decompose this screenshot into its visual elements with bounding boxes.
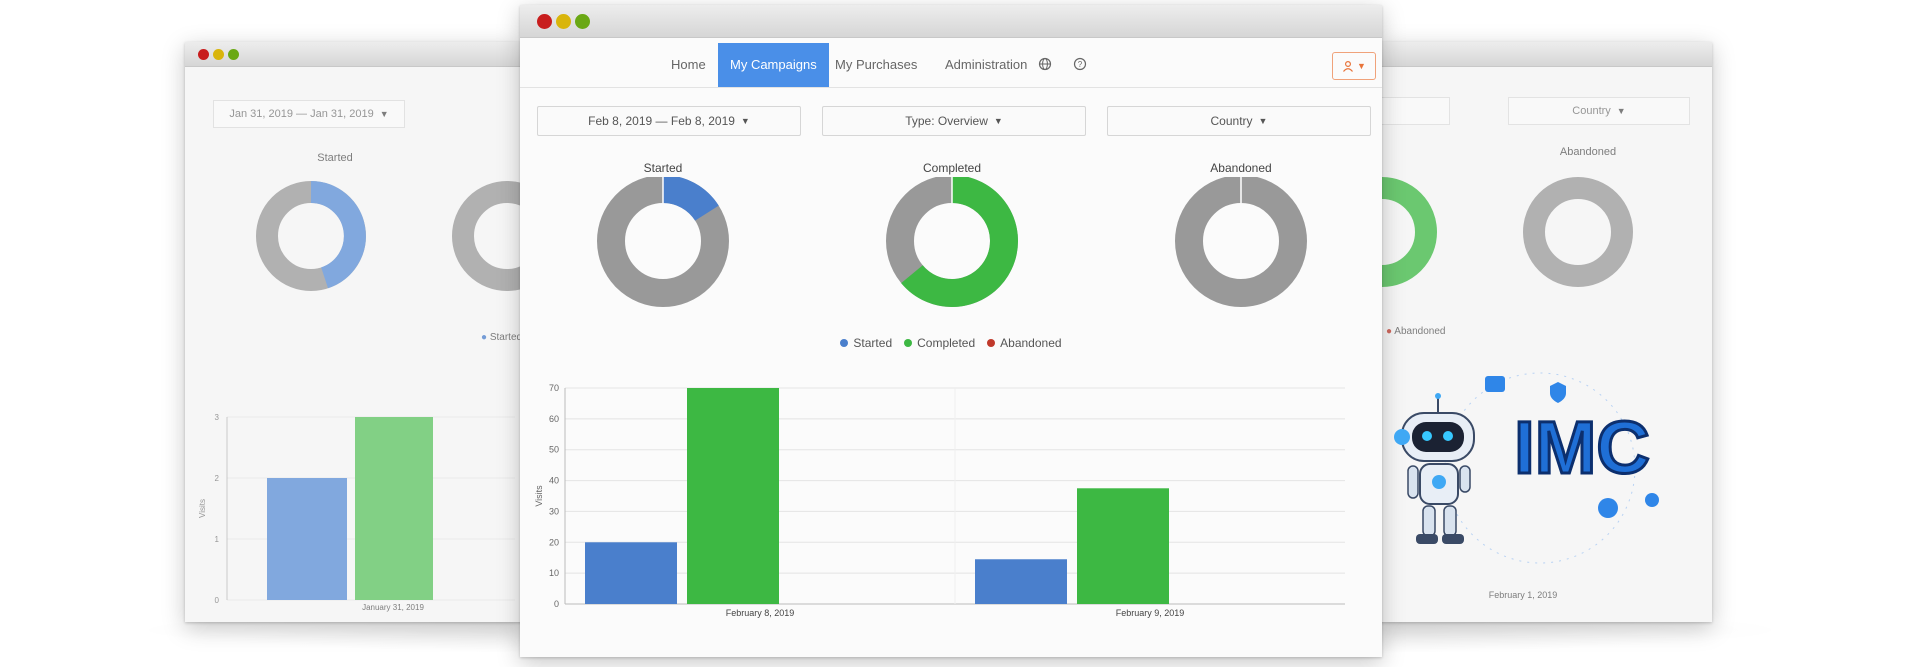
caret-down-icon: ▼ — [1258, 116, 1268, 126]
y-tick-label: 0 — [215, 596, 220, 605]
legend-item-started: ● Started — [481, 332, 523, 343]
donut-title-completed: Completed — [922, 161, 982, 175]
date-dropdown-edge[interactable] — [1378, 97, 1450, 125]
legend-dot — [904, 339, 913, 347]
donut-completed — [886, 177, 1018, 307]
shield-icon — [1550, 382, 1566, 403]
background-window-left: Jan 31, 2019 — Jan 31, 2019 ▼ Started ● S… — [185, 42, 523, 622]
caret-down-icon: ▼ — [379, 109, 389, 119]
y-axis-label: Visits — [534, 485, 544, 507]
y-tick-label: 3 — [215, 413, 220, 422]
legend-item-completed[interactable]: Completed — [904, 336, 975, 350]
y-tick-label: 50 — [549, 445, 559, 455]
globe-icon[interactable] — [1038, 57, 1052, 71]
bar-completed[interactable] — [687, 388, 779, 604]
imc-robot-logo: IMC — [1394, 372, 1659, 564]
caret-down-icon: ▼ — [1357, 61, 1366, 71]
nav-administration[interactable]: Administration — [945, 57, 1028, 72]
caret-down-icon: ▼ — [740, 116, 750, 126]
donut-title-abandoned: Abandoned — [1210, 161, 1272, 175]
x-tick-label: February 8, 2019 — [726, 608, 795, 618]
bar-started[interactable] — [267, 478, 347, 600]
nav-home[interactable]: Home — [671, 57, 706, 72]
visits-bar-chart: 0 10 20 30 40 50 60 70 Visits February 8, 2019 Feb… — [534, 383, 1345, 618]
x-tick-label: January 31, 2019 — [362, 603, 424, 612]
close-dot-icon[interactable] — [537, 14, 552, 29]
window-titlebar — [185, 42, 523, 67]
y-axis-label: Visits — [198, 499, 207, 518]
logo-text: IMC — [1514, 406, 1650, 489]
nav-my-campaigns[interactable]: My Campaigns — [718, 43, 829, 87]
nav-my-purchases[interactable]: My Purchases — [835, 57, 918, 72]
y-tick-label: 40 — [549, 476, 559, 486]
y-tick-label: 1 — [215, 535, 220, 544]
checkmark-icon — [1645, 493, 1659, 507]
user-icon — [1343, 60, 1353, 72]
user-menu-button[interactable]: ▼ — [1332, 52, 1376, 80]
chart-badge-icon — [1598, 498, 1618, 518]
abandoned-donut — [1378, 177, 1633, 287]
country-dropdown[interactable]: Country ▼ — [1508, 97, 1690, 125]
donut-title: Abandoned — [1559, 146, 1617, 158]
y-tick-label: 20 — [549, 537, 559, 547]
chart-legend: Started Completed Abandoned — [520, 336, 1382, 350]
date-range-dropdown[interactable]: Jan 31, 2019 — Jan 31, 2019 ▼ — [213, 100, 405, 128]
donut-charts — [597, 177, 1307, 307]
donut-title-started: Started — [643, 161, 683, 175]
donut-slice-completed[interactable] — [901, 177, 1018, 307]
maximize-dot-icon — [228, 49, 239, 60]
main-window: Home My Campaigns My Purchases Administr… — [520, 5, 1382, 657]
legend-item-abandoned: ● Abandoned — [1386, 326, 1446, 337]
x-tick-label: February 1, 2019 — [1488, 590, 1558, 600]
window-titlebar — [1378, 42, 1712, 67]
close-dot-icon — [198, 49, 209, 60]
bar-started[interactable] — [975, 559, 1067, 604]
bar-completed[interactable] — [1077, 488, 1169, 604]
minimize-dot-icon — [213, 49, 224, 60]
minimize-dot-icon[interactable] — [556, 14, 571, 29]
left-bar-chart: 0 1 2 3 Visits January 31, 2019 — [198, 413, 515, 612]
donut-abandoned — [1175, 177, 1307, 307]
donut-slice-started[interactable] — [662, 177, 719, 222]
started-donut — [256, 181, 523, 291]
monitor-icon — [1485, 376, 1505, 392]
type-dropdown[interactable]: Type: Overview ▼ — [822, 106, 1086, 136]
donut-started-slice — [310, 181, 366, 289]
legend-dot — [987, 339, 996, 347]
svg-text:?: ? — [1078, 60, 1083, 69]
y-tick-label: 10 — [549, 568, 559, 578]
legend-item-started[interactable]: Started — [840, 336, 892, 350]
window-titlebar — [520, 5, 1382, 38]
y-tick-label: 2 — [215, 474, 220, 483]
x-tick-label: February 9, 2019 — [1116, 608, 1185, 618]
date-range-dropdown[interactable]: Feb 8, 2019 — Feb 8, 2019 ▼ — [537, 106, 801, 136]
bar-started[interactable] — [585, 542, 677, 604]
donut-completed-slice — [1378, 177, 1437, 287]
donut-started — [597, 177, 729, 307]
robot-icon — [1394, 393, 1475, 544]
legend-item-abandoned[interactable]: Abandoned — [987, 336, 1062, 350]
y-tick-label: 30 — [549, 506, 559, 516]
y-tick-label: 60 — [549, 414, 559, 424]
legend-dot — [840, 339, 849, 347]
donut-track — [1523, 177, 1633, 287]
donut-track — [452, 181, 523, 291]
y-tick-label: 0 — [554, 599, 559, 609]
donut-track — [1175, 177, 1307, 307]
country-dropdown[interactable]: Country ▼ — [1107, 106, 1371, 136]
bar-completed[interactable] — [355, 417, 433, 600]
y-tick-label: 70 — [549, 383, 559, 393]
caret-down-icon: ▼ — [993, 116, 1003, 126]
caret-down-icon: ▼ — [1616, 106, 1626, 116]
help-icon[interactable]: ? — [1073, 57, 1087, 71]
donut-title: Started — [317, 152, 353, 164]
top-navigation: Home My Campaigns My Purchases Administr… — [520, 43, 1382, 88]
maximize-dot-icon[interactable] — [575, 14, 590, 29]
